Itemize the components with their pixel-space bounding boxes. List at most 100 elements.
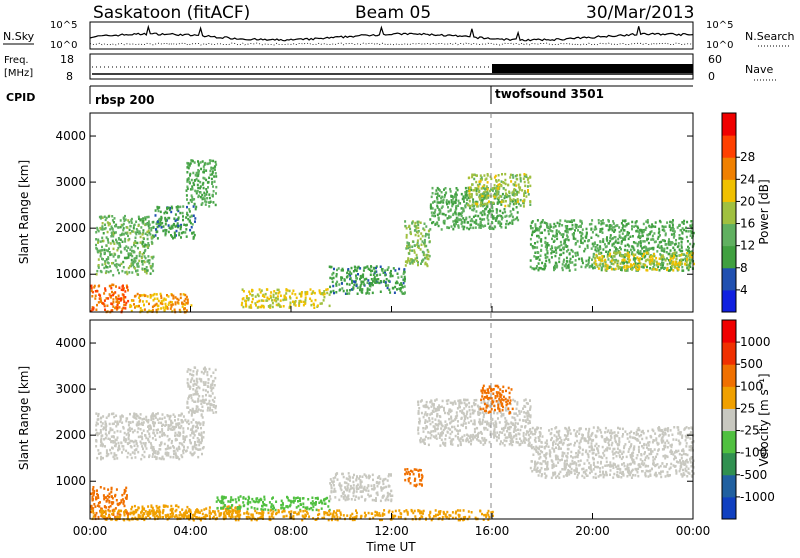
data-cell (116, 240, 118, 243)
data-cell (112, 228, 114, 231)
data-cell (115, 415, 117, 418)
data-cell (548, 259, 550, 262)
data-cell (403, 273, 405, 276)
data-cell (578, 258, 580, 261)
freq-label-line1: Freq. (4, 55, 29, 66)
data-cell (497, 187, 499, 190)
data-cell (411, 246, 413, 249)
data-cell (248, 297, 250, 300)
colorbar-segment (722, 290, 736, 313)
data-cell (620, 262, 622, 265)
data-cell (417, 227, 419, 230)
data-cell (180, 419, 182, 422)
data-cell (557, 222, 559, 225)
data-cell (96, 270, 98, 273)
data-cell (661, 245, 663, 248)
data-cell (182, 219, 184, 222)
data-cell (565, 265, 567, 268)
data-cell (677, 246, 679, 249)
data-cell (153, 432, 155, 435)
data-cell (471, 183, 473, 186)
data-cell (217, 496, 219, 499)
data-cell (504, 444, 506, 447)
data-cell (621, 222, 623, 225)
data-cell (516, 216, 518, 219)
data-cell (191, 215, 193, 218)
data-cell (632, 235, 634, 238)
data-cell (644, 264, 646, 267)
data-cell (293, 497, 295, 500)
data-cell (372, 292, 374, 295)
data-cell (156, 293, 158, 296)
data-cell (555, 265, 557, 268)
data-cell (334, 496, 336, 499)
data-cell (110, 441, 112, 444)
data-cell (446, 199, 448, 202)
data-cell (485, 178, 487, 181)
data-cell (296, 297, 298, 300)
data-cell (425, 427, 427, 430)
data-cell (91, 287, 93, 290)
data-cell (196, 178, 198, 181)
data-cell (404, 280, 406, 283)
data-cell (183, 224, 185, 227)
data-cell (176, 209, 178, 212)
data-cell (687, 263, 689, 266)
data-cell (98, 230, 100, 233)
data-cell (112, 284, 114, 287)
data-cell (426, 257, 428, 260)
data-cell (390, 275, 392, 278)
data-cell (471, 196, 473, 199)
data-cell (183, 441, 185, 444)
data-cell (121, 442, 123, 445)
data-cell (100, 440, 102, 443)
data-cell (187, 188, 189, 191)
data-cell (445, 214, 447, 217)
data-cell (118, 264, 120, 267)
data-cell (447, 206, 449, 209)
data-cell (339, 482, 341, 485)
data-cell (654, 226, 656, 229)
data-cell (537, 241, 539, 244)
data-cell (317, 498, 319, 501)
data-cell (672, 247, 674, 250)
data-cell (424, 254, 426, 256)
data-cell (457, 420, 459, 423)
data-cell (126, 433, 128, 436)
data-cell (298, 505, 300, 508)
data-cell (642, 240, 644, 243)
data-cell (147, 269, 149, 272)
data-cell (637, 256, 639, 259)
data-cell (343, 476, 345, 479)
data-cell (110, 270, 112, 273)
data-cell (124, 240, 126, 243)
plot-title: Saskatoon (fitACF) (93, 3, 250, 23)
data-cell (204, 177, 206, 180)
data-cell (537, 251, 539, 254)
data-cell (277, 292, 279, 295)
data-cell (655, 257, 657, 260)
data-cell (679, 234, 681, 237)
data-cell (143, 429, 145, 432)
data-cell (102, 415, 104, 418)
data-cell (656, 250, 658, 253)
data-cell (605, 268, 607, 271)
data-cell (106, 249, 108, 252)
data-cell (558, 257, 560, 260)
data-cell (107, 297, 109, 300)
data-cell (536, 246, 538, 249)
data-cell (453, 426, 455, 429)
data-cell (555, 225, 557, 228)
data-cell (197, 184, 199, 187)
data-cell (516, 178, 518, 181)
data-cell (202, 183, 204, 186)
data-cell (344, 486, 346, 489)
data-cell (584, 248, 586, 251)
data-cell (487, 173, 489, 176)
data-cell (562, 269, 564, 272)
data-cell (111, 502, 113, 505)
data-cell (569, 221, 571, 224)
data-cell (199, 387, 201, 390)
data-cell (545, 246, 547, 249)
